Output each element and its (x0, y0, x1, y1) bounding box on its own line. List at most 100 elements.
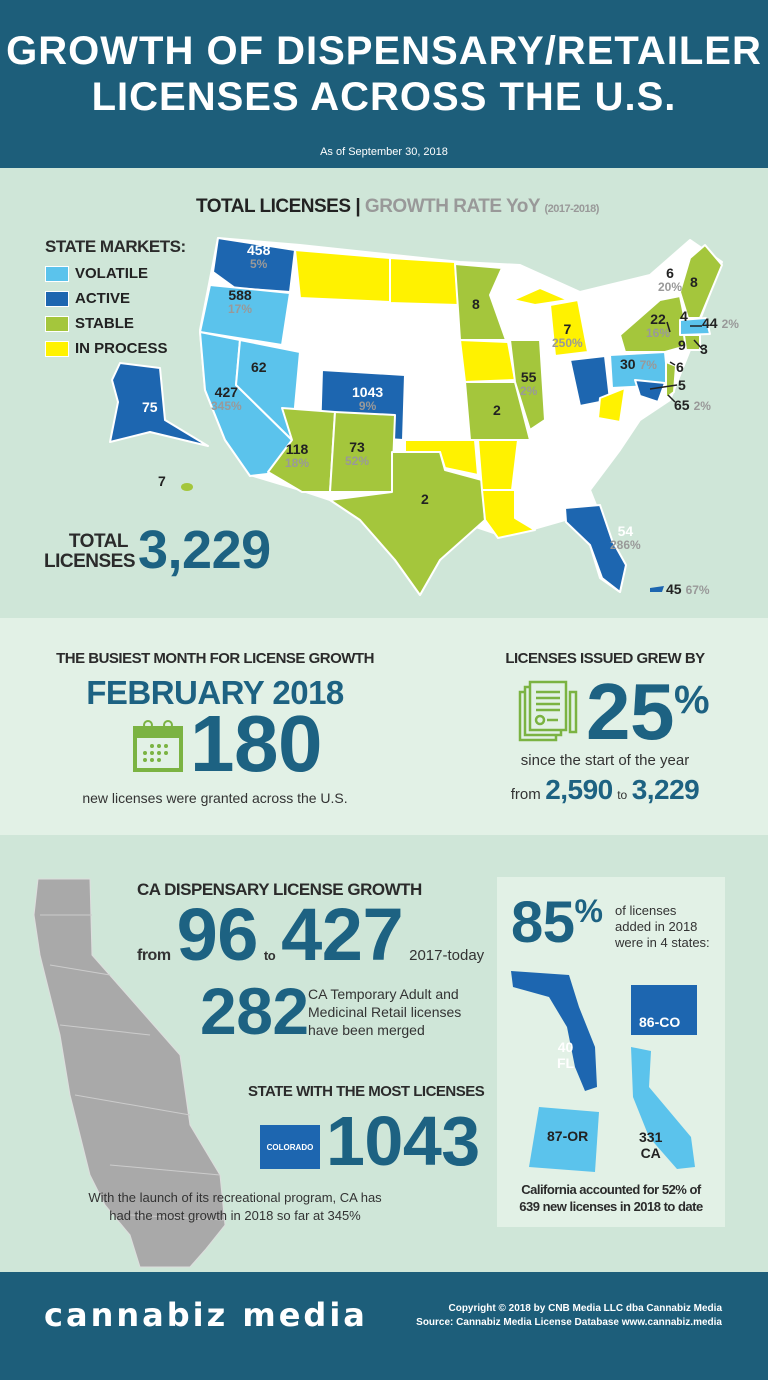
ca-note: With the launch of its recreational prog… (60, 1189, 410, 1225)
value: 75 (142, 399, 158, 415)
ca-abbr: CA (640, 1145, 661, 1161)
merged-text: CA Temporary Adult and Medicinal Retail … (308, 985, 461, 1039)
title-line-1: GROWTH OF DISPENSARY/RETAILER (6, 29, 762, 73)
total-label: TOTAL LICENSES (44, 531, 136, 572)
percent-value: 85 (511, 890, 575, 955)
growth-stats-section: THE BUSIEST MONTH FOR LICENSE GROWTH FEB… (0, 618, 768, 835)
brand-logo: cannabiz media (44, 1296, 368, 1334)
label-il: 55 2% (520, 370, 537, 398)
fl-value: 40 (557, 1039, 574, 1055)
value: 44 (702, 315, 718, 331)
label-ma: 44 2% (702, 316, 739, 331)
from-word: from (510, 786, 541, 803)
legend-label: VOLATILE (75, 265, 149, 282)
swatch-stable (45, 315, 69, 332)
value: 4 (680, 308, 688, 324)
state-mt (294, 249, 391, 303)
or-label: 87-OR (547, 1128, 589, 1144)
to-word: to (263, 948, 276, 963)
footer: cannabiz media Copyright © 2018 by CNB M… (0, 1272, 768, 1380)
label-ak: 75 (142, 400, 158, 415)
value: 118 (285, 441, 309, 457)
top-states-shapes (511, 971, 697, 1172)
state-fl (564, 504, 627, 593)
percent-sign: % (673, 678, 710, 722)
copyright: Copyright © 2018 by CNB Media LLC dba Ca… (448, 1303, 722, 1314)
label-ct: 9 (678, 338, 686, 353)
ca-value: 331 (639, 1129, 663, 1145)
swatch-in-process (45, 340, 69, 357)
page-title: GROWTH OF DISPENSARY/RETAILER LICENSES A… (0, 28, 768, 120)
growth: 16% (646, 326, 671, 340)
colorado-label: COLORADO (266, 1142, 314, 1152)
label-mn: 8 (472, 297, 480, 312)
florida-shape (511, 971, 597, 1091)
legend-active: ACTIVE (45, 286, 186, 311)
value: 9 (678, 337, 686, 353)
growth-heading: LICENSES ISSUED GREW BY (505, 650, 705, 667)
growth-percent: 25% (586, 667, 710, 756)
merged-text-3: have been merged (308, 1022, 425, 1038)
text-3: were in 4 states: (615, 935, 710, 950)
growth: 9% (358, 399, 377, 413)
total-value: 3,229 (138, 520, 271, 580)
label-de: 5 (678, 378, 686, 393)
note-2: had the most growth in 2018 so far at 34… (109, 1208, 361, 1223)
value: 7 (563, 321, 572, 337)
value: 427 (214, 384, 239, 400)
value: 2 (493, 402, 501, 418)
label-pr: 45 67% (666, 582, 710, 597)
map-heading: TOTAL LICENSES | GROWTH RATE YoY (2017-2… (196, 196, 599, 218)
as-of-date: As of September 30, 2018 (320, 146, 448, 158)
label-co: 1043 9% (352, 385, 383, 413)
total-label-1: TOTAL (68, 531, 129, 552)
label-ca: 427 345% (211, 385, 242, 413)
legend-label: IN PROCESS (75, 340, 168, 357)
value: 62 (251, 359, 267, 375)
text-1: of licenses (615, 903, 677, 918)
swatch-volatile (45, 265, 69, 282)
state-la (481, 489, 536, 539)
top4-percent: 85% (511, 890, 603, 955)
value: 458 (247, 242, 271, 258)
colorado-shape-small (631, 985, 697, 1035)
value: 6 (666, 265, 674, 281)
percent-value: 25 (586, 667, 674, 756)
value: 22 (650, 311, 666, 327)
ca-label: 331 CA (639, 1129, 662, 1161)
ca-heading: CA DISPENSARY LICENSE GROWTH (137, 880, 422, 899)
merged-text-1: CA Temporary Adult and (308, 986, 459, 1002)
label-hi: 7 (158, 474, 166, 489)
merged-value: 282 (200, 974, 309, 1048)
legend-label: ACTIVE (75, 290, 131, 307)
label-pa: 30 7% (620, 357, 657, 372)
oregon-shape (529, 1107, 599, 1172)
state-ar (477, 439, 519, 491)
label-nm: 73 52% (345, 440, 369, 468)
state-il (509, 339, 546, 431)
california-shape (631, 1047, 695, 1169)
total-label-2: LICENSES (44, 551, 136, 572)
legend: STATE MARKETS: VOLATILE ACTIVE STABLE IN… (45, 237, 186, 361)
state-mn (454, 263, 507, 341)
label-nh: 4 (680, 309, 688, 324)
busiest-caption: new licenses were granted across the U.S… (82, 790, 348, 806)
calendar-icon (133, 720, 183, 772)
merged-text-2: Medicinal Retail licenses (308, 1004, 462, 1020)
label-or: 588 17% (228, 288, 252, 316)
growth: 250% (552, 336, 583, 350)
caption-2: 639 new licenses in 2018 to date (519, 1199, 703, 1214)
growth: 5% (250, 257, 268, 271)
growth: 7% (639, 358, 657, 372)
growth: 2% (520, 384, 538, 398)
label-wa: 458 5% (247, 243, 270, 271)
caption-1: California accounted for 52% of (521, 1182, 701, 1197)
value: 2 (421, 491, 429, 507)
territory-pr (650, 586, 664, 592)
label-ny: 22 16% (646, 312, 670, 340)
growth: 2% (693, 399, 711, 413)
busiest-month: FEBRUARY 2018 (86, 674, 344, 711)
from-value: 2,590 (545, 774, 613, 805)
from-word: from (137, 947, 171, 964)
us-map (109, 237, 723, 596)
